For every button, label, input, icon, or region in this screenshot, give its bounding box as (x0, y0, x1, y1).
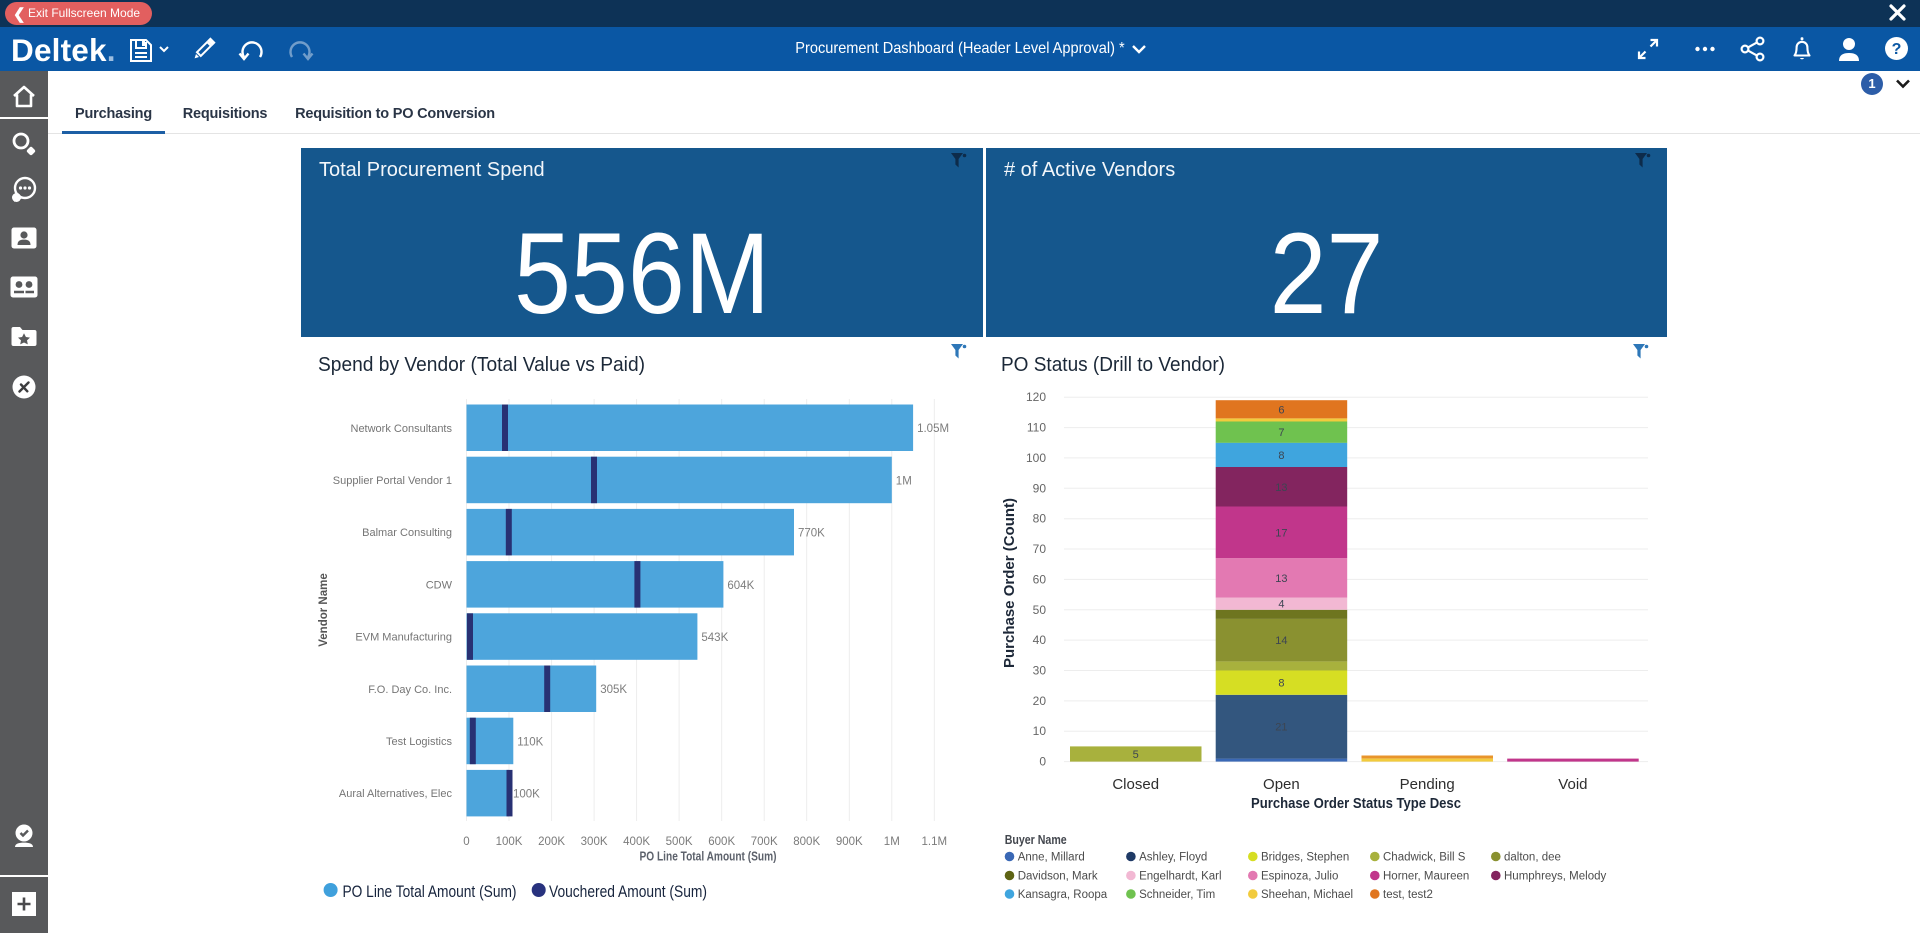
svg-text:14: 14 (1275, 635, 1287, 647)
svg-text:Chadwick, Bill S: Chadwick, Bill S (1383, 852, 1466, 864)
svg-text:1.05M: 1.05M (917, 423, 949, 435)
svg-text:30: 30 (1033, 664, 1047, 678)
svg-text:Purchase Order Status Type Des: Purchase Order Status Type Desc (1251, 795, 1461, 812)
svg-text:700K: 700K (751, 836, 778, 848)
svg-text:604K: 604K (727, 580, 754, 592)
svg-text:CDW: CDW (426, 579, 453, 591)
svg-text:0: 0 (1039, 755, 1046, 769)
svg-text:40: 40 (1033, 633, 1047, 647)
svg-text:50: 50 (1033, 603, 1047, 617)
svg-text:PO Status (Drill to Vendor): PO Status (Drill to Vendor) (1001, 354, 1225, 376)
svg-text:?: ? (1892, 41, 1902, 58)
svg-text:PO Line Total Amount (Sum): PO Line Total Amount (Sum) (640, 850, 777, 864)
svg-text:100: 100 (1026, 451, 1046, 465)
svg-text:400K: 400K (623, 836, 650, 848)
svg-text:110: 110 (1027, 421, 1046, 435)
svg-text:120: 120 (1026, 390, 1046, 404)
svg-text:Void: Void (1558, 776, 1587, 793)
svg-text:Engelhardt, Karl: Engelhardt, Karl (1139, 871, 1221, 883)
svg-text:8: 8 (1278, 678, 1284, 690)
svg-text:Pending: Pending (1400, 776, 1455, 793)
svg-text:200K: 200K (538, 836, 565, 848)
svg-text:4: 4 (1278, 599, 1284, 611)
svg-text:543K: 543K (701, 632, 728, 644)
svg-text:test, test2: test, test2 (1383, 889, 1433, 901)
svg-text:Davidson, Mark: Davidson, Mark (1018, 871, 1098, 883)
svg-text:770K: 770K (798, 528, 825, 540)
svg-text:Horner, Maureen: Horner, Maureen (1383, 871, 1469, 883)
svg-text:90: 90 (1033, 481, 1047, 495)
svg-text:1M: 1M (884, 836, 900, 848)
svg-text:900K: 900K (836, 836, 863, 848)
svg-text:70: 70 (1033, 542, 1047, 556)
svg-text:13: 13 (1275, 573, 1287, 585)
svg-text:Purchase Order (Count): Purchase Order (Count) (1001, 498, 1018, 668)
svg-text:Humphreys, Melody: Humphreys, Melody (1504, 871, 1607, 883)
svg-text:Supplier Portal Vendor 1: Supplier Portal Vendor 1 (333, 475, 452, 487)
svg-text:Anne, Millard: Anne, Millard (1018, 852, 1085, 864)
svg-text:dalton, dee: dalton, dee (1504, 852, 1561, 864)
svg-text:Vendor Name: Vendor Name (318, 573, 330, 647)
svg-text:800K: 800K (793, 836, 820, 848)
svg-text:7: 7 (1278, 427, 1284, 439)
svg-text:Aural Alternatives, Elec: Aural Alternatives, Elec (339, 788, 453, 800)
svg-text:1.1M: 1.1M (922, 836, 948, 848)
svg-text:Espinoza, Julio: Espinoza, Julio (1261, 871, 1338, 883)
svg-text:300K: 300K (581, 836, 608, 848)
svg-text:0: 0 (463, 836, 469, 848)
svg-text:Buyer Name: Buyer Name (1005, 833, 1067, 847)
svg-text:100K: 100K (496, 836, 523, 848)
svg-text:1M: 1M (896, 475, 912, 487)
svg-text:Ashley, Floyd: Ashley, Floyd (1139, 852, 1207, 864)
svg-text:8: 8 (1278, 450, 1284, 462)
svg-text:Schneider, Tim: Schneider, Tim (1139, 889, 1215, 901)
svg-text:Bridges, Stephen: Bridges, Stephen (1261, 852, 1349, 864)
svg-text:21: 21 (1275, 722, 1287, 734)
svg-text:EVM Manufacturing: EVM Manufacturing (355, 632, 452, 644)
svg-text:6: 6 (1278, 404, 1284, 416)
svg-text:305K: 305K (600, 684, 627, 696)
svg-text:110K: 110K (517, 737, 543, 749)
svg-text:5: 5 (1133, 749, 1139, 761)
svg-text:Closed: Closed (1112, 776, 1159, 793)
svg-text:20: 20 (1033, 694, 1047, 708)
svg-text:Spend by Vendor (Total Value v: Spend by Vendor (Total Value vs Paid) (318, 354, 645, 376)
svg-text:Kansagra, Roopa: Kansagra, Roopa (1018, 889, 1108, 901)
svg-text:100K: 100K (513, 789, 540, 801)
svg-text:80: 80 (1033, 512, 1047, 526)
svg-text:17: 17 (1275, 527, 1287, 539)
svg-text:13: 13 (1275, 482, 1287, 494)
svg-text:60: 60 (1033, 572, 1047, 586)
svg-text:Open: Open (1263, 776, 1300, 793)
svg-text:Balmar Consulting: Balmar Consulting (362, 527, 452, 539)
svg-text:600K: 600K (708, 836, 735, 848)
svg-text:10: 10 (1033, 724, 1047, 738)
svg-text:F.O. Day Co. Inc.: F.O. Day Co. Inc. (368, 684, 452, 696)
svg-text:Vouchered Amount (Sum): Vouchered Amount (Sum) (549, 882, 707, 901)
svg-text:500K: 500K (666, 836, 693, 848)
svg-text:PO Line Total Amount (Sum): PO Line Total Amount (Sum) (343, 882, 517, 901)
svg-text:Sheehan, Michael: Sheehan, Michael (1261, 889, 1353, 901)
svg-text:Test Logistics: Test Logistics (386, 736, 453, 748)
svg-text:Network Consultants: Network Consultants (351, 423, 453, 435)
